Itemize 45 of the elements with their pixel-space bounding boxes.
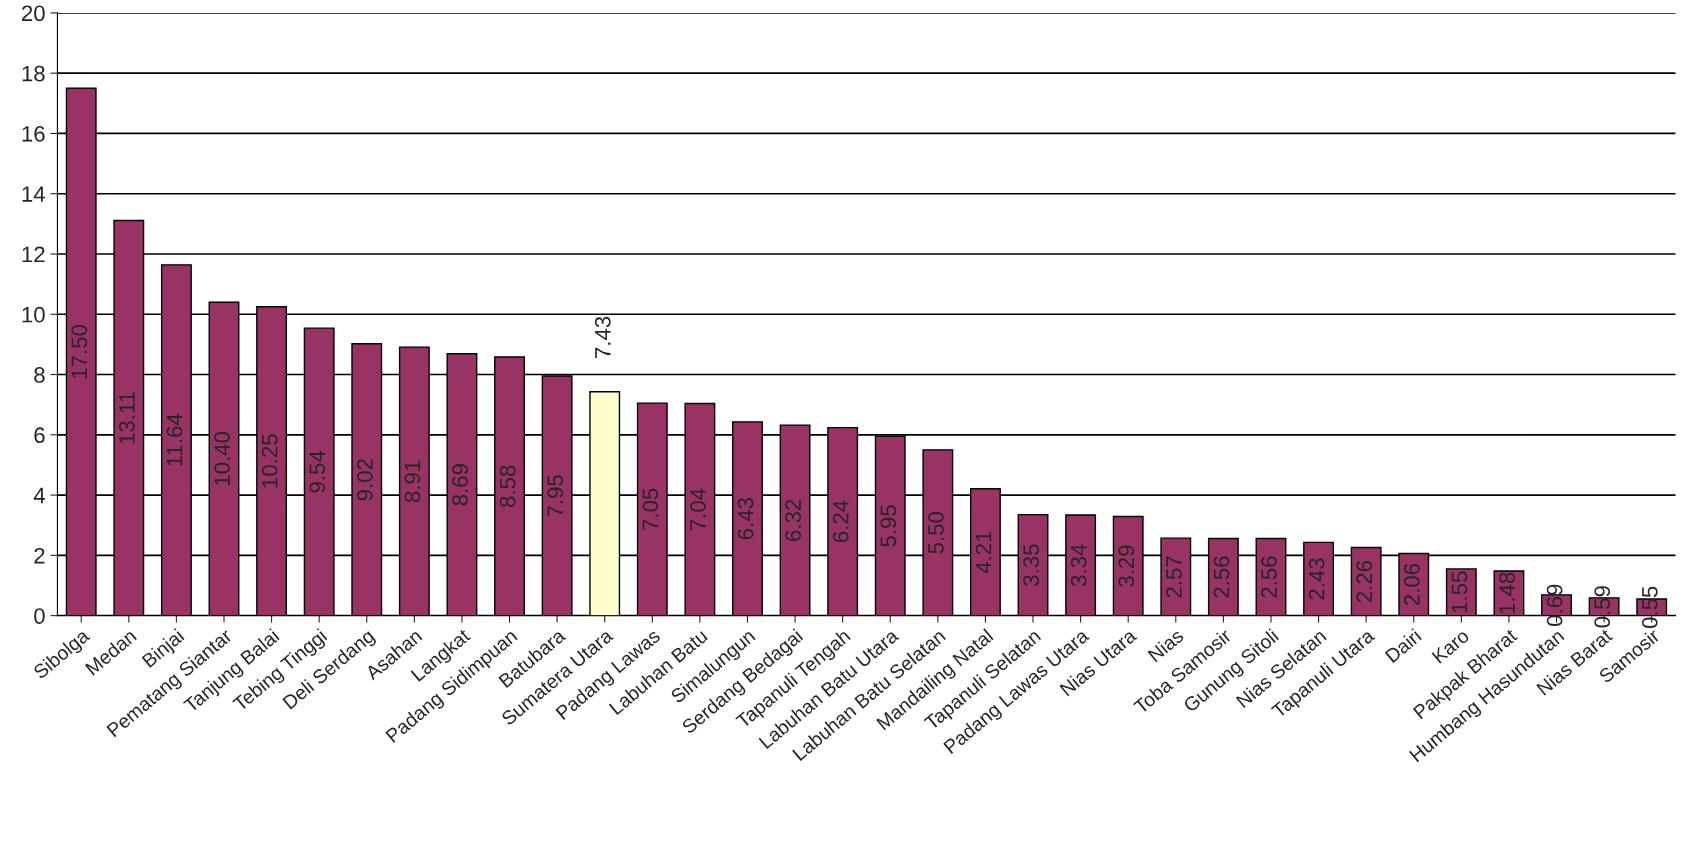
y-tick-label: 6 [34, 427, 45, 444]
data-label: 1.48 [1499, 572, 1515, 614]
y-tick-label: 2 [34, 547, 45, 564]
data-label: 9.02 [356, 459, 373, 501]
data-label: 2.06 [1403, 563, 1420, 606]
y-tick-label: 8 [34, 367, 45, 383]
y-tick-label: 18 [22, 65, 45, 82]
data-label: 3.35 [1023, 544, 1039, 586]
data-label: 7.05 [642, 488, 659, 530]
data-label: 2.26 [1356, 560, 1373, 603]
y-tick-label: 12 [22, 246, 45, 263]
data-label: 7.43 [594, 316, 611, 358]
data-label: 10.25 [261, 434, 278, 488]
data-label: 13.11 [119, 392, 135, 444]
data-label: 11.64 [166, 413, 183, 466]
data-label: 7.04 [690, 488, 706, 531]
data-label: 2.56 [1261, 556, 1277, 598]
data-label: 0.59 [1594, 586, 1611, 628]
y-tick-label: 20 [22, 5, 45, 22]
y-tick-label: 14 [22, 186, 45, 202]
data-label: 0.69 [1546, 584, 1563, 626]
data-label: 5.50 [928, 511, 944, 554]
data-label: 7.95 [547, 475, 564, 517]
data-label: 2.56 [1213, 556, 1230, 598]
data-label: 8.69 [452, 464, 468, 506]
y-tick-label: 16 [22, 125, 45, 142]
y-tick-label: 4 [33, 487, 45, 504]
data-label: 3.34 [1070, 544, 1087, 587]
data-label: 6.32 [785, 499, 802, 541]
data-label: 2.57 [1166, 556, 1182, 598]
data-label: 6.43 [737, 498, 754, 540]
data-label: 17.50 [71, 325, 88, 379]
data-label: 9.54 [309, 450, 326, 493]
data-label: 6.24 [832, 500, 849, 543]
data-label: 3.29 [1118, 545, 1135, 587]
data-label: 8.91 [404, 460, 421, 503]
data-label: 5.95 [880, 505, 897, 547]
data-label: 2.43 [1308, 558, 1325, 600]
data-label: 8.58 [499, 465, 516, 507]
data-label: 4.21 [975, 531, 992, 574]
y-tick-label: 10 [22, 306, 45, 323]
data-label: 10.40 [214, 431, 230, 486]
data-label: 0.55 [1641, 586, 1658, 629]
y-tick-label: 0 [34, 608, 45, 624]
data-label: 1.55 [1451, 571, 1468, 613]
